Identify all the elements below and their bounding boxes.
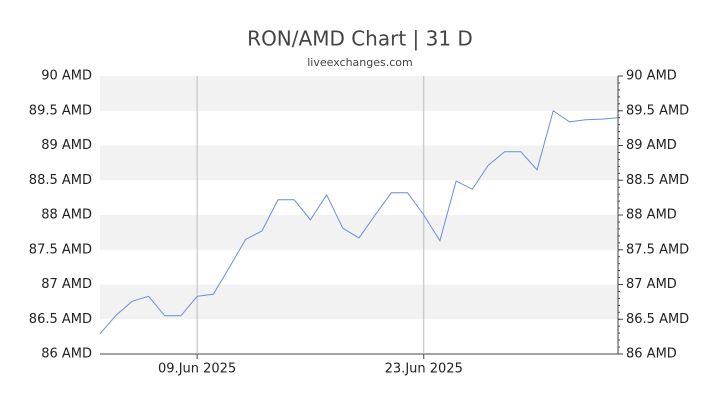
x-tick-label: 09.Jun 2025 bbox=[158, 362, 236, 377]
y2-tick-label: 86.5 AMD bbox=[626, 312, 689, 327]
y2-tick-label: 88 AMD bbox=[626, 208, 677, 223]
y-tick-label: 90 AMD bbox=[41, 69, 92, 84]
grid-band bbox=[100, 76, 618, 111]
y-tick-label: 89.5 AMD bbox=[29, 103, 92, 118]
x-tick-label: 23.Jun 2025 bbox=[385, 362, 463, 377]
y-tick-label: 89 AMD bbox=[41, 138, 92, 153]
grid-band bbox=[100, 284, 618, 320]
y2-tick-label: 87.5 AMD bbox=[626, 242, 689, 257]
grid-band bbox=[100, 215, 618, 250]
y-tick-label: 86.5 AMD bbox=[29, 312, 92, 327]
y2-tick-label: 88.5 AMD bbox=[626, 173, 689, 188]
y2-tick-label: 89 AMD bbox=[626, 138, 677, 153]
y2-tick-label: 90 AMD bbox=[626, 69, 677, 84]
chart-title: RON/AMD Chart | 31 D bbox=[247, 27, 473, 51]
y-tick-label: 87.5 AMD bbox=[29, 242, 92, 257]
y-tick-label: 86 AMD bbox=[41, 347, 92, 362]
y2-tick-label: 87 AMD bbox=[626, 277, 677, 292]
y2-tick-label: 86 AMD bbox=[626, 347, 677, 362]
y-tick-label: 88 AMD bbox=[41, 208, 92, 223]
y-tick-label: 87 AMD bbox=[41, 277, 92, 292]
chart-subtitle: liveexchanges.com bbox=[307, 56, 412, 69]
data-line bbox=[99, 109, 619, 335]
grid-band bbox=[100, 145, 618, 181]
y2-tick-label: 89.5 AMD bbox=[626, 103, 689, 118]
y-tick-label: 88.5 AMD bbox=[29, 173, 92, 188]
